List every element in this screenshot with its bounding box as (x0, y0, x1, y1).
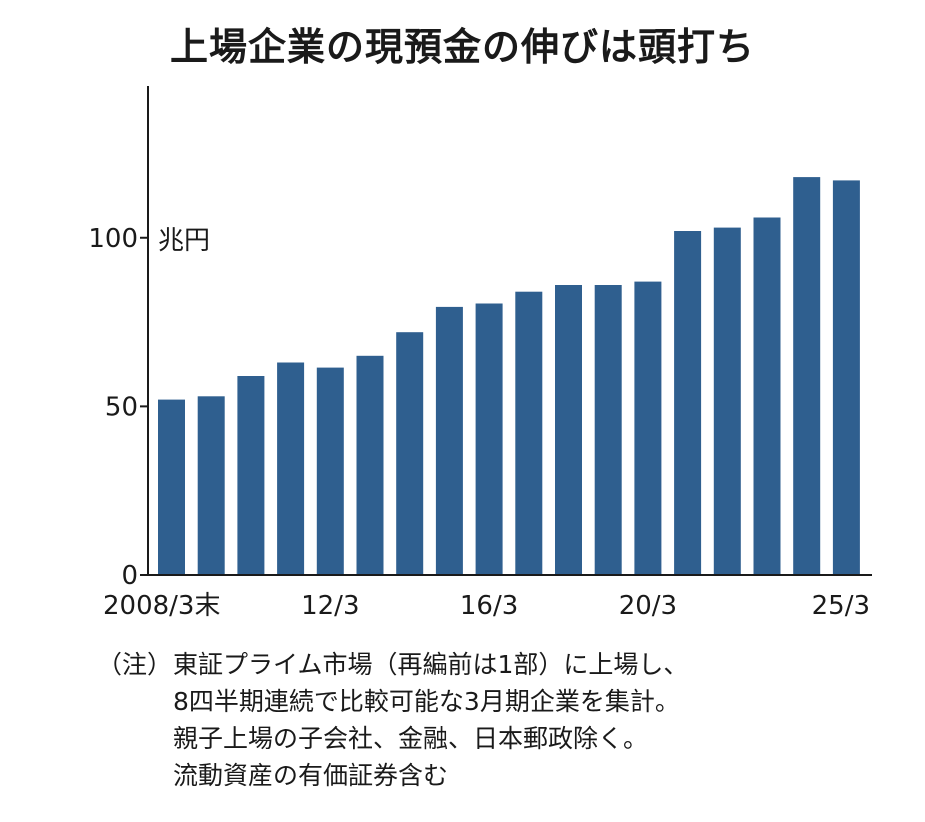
bar-21/3 (674, 231, 702, 575)
x-tick-label-1: 12/3 (301, 591, 359, 621)
bars-group (158, 177, 860, 575)
y-ticks-group: 0 50 100 (88, 224, 148, 591)
y-tick-label-50: 50 (105, 392, 138, 422)
bar-17/3 (515, 291, 543, 575)
bar-13/3 (356, 355, 384, 575)
bar-25/3 (832, 180, 860, 575)
footnote-line-4: 流動資産の有価証券含む (173, 761, 449, 790)
y-tick-label-0: 0 (121, 561, 138, 591)
x-tick-label-3: 20/3 (619, 591, 677, 621)
bar-24/3 (793, 177, 821, 575)
y-unit-label: 兆円 (158, 226, 210, 256)
x-tick-label-4: 25/3 (812, 591, 870, 621)
bar-19/3 (594, 285, 622, 575)
footnote-line-1: 東証プライム市場（再編前は1部）に上場し、 (173, 650, 689, 679)
bar-22/3 (713, 227, 741, 575)
bar-14/3 (396, 332, 424, 575)
footnote-line-3: 親子上場の子会社、金融、日本郵政除く。 (173, 724, 649, 753)
bar-2008/3末 (158, 399, 185, 575)
bar-chart: 0 50 100 2008/3末 12/3 16/3 20/3 25/3 兆円 (88, 86, 872, 621)
bar-09/3 (197, 396, 225, 575)
bar-10/3 (237, 376, 265, 575)
footnote-marker: （注） (97, 650, 173, 679)
bar-15/3 (435, 306, 463, 575)
bar-11/3 (277, 362, 305, 575)
bar-18/3 (555, 285, 582, 575)
bar-20/3 (634, 281, 662, 575)
footnote: （注） 東証プライム市場（再編前は1部）に上場し、 8四半期連続で比較可能な3月… (97, 646, 688, 794)
bar-23/3 (753, 217, 781, 575)
bar-12/3 (316, 367, 344, 575)
x-tick-label-0: 2008/3末 (103, 591, 220, 621)
footnote-line-2: 8四半期連続で比較可能な3月期企業を集計。 (173, 687, 680, 716)
chart-title: 上場企業の現預金の伸びは頭打ち (169, 25, 755, 69)
x-tick-label-2: 16/3 (460, 591, 518, 621)
y-tick-label-100: 100 (88, 224, 138, 254)
x-ticks-group: 2008/3末 12/3 16/3 20/3 25/3 (103, 591, 870, 621)
bar-16/3 (475, 303, 503, 575)
